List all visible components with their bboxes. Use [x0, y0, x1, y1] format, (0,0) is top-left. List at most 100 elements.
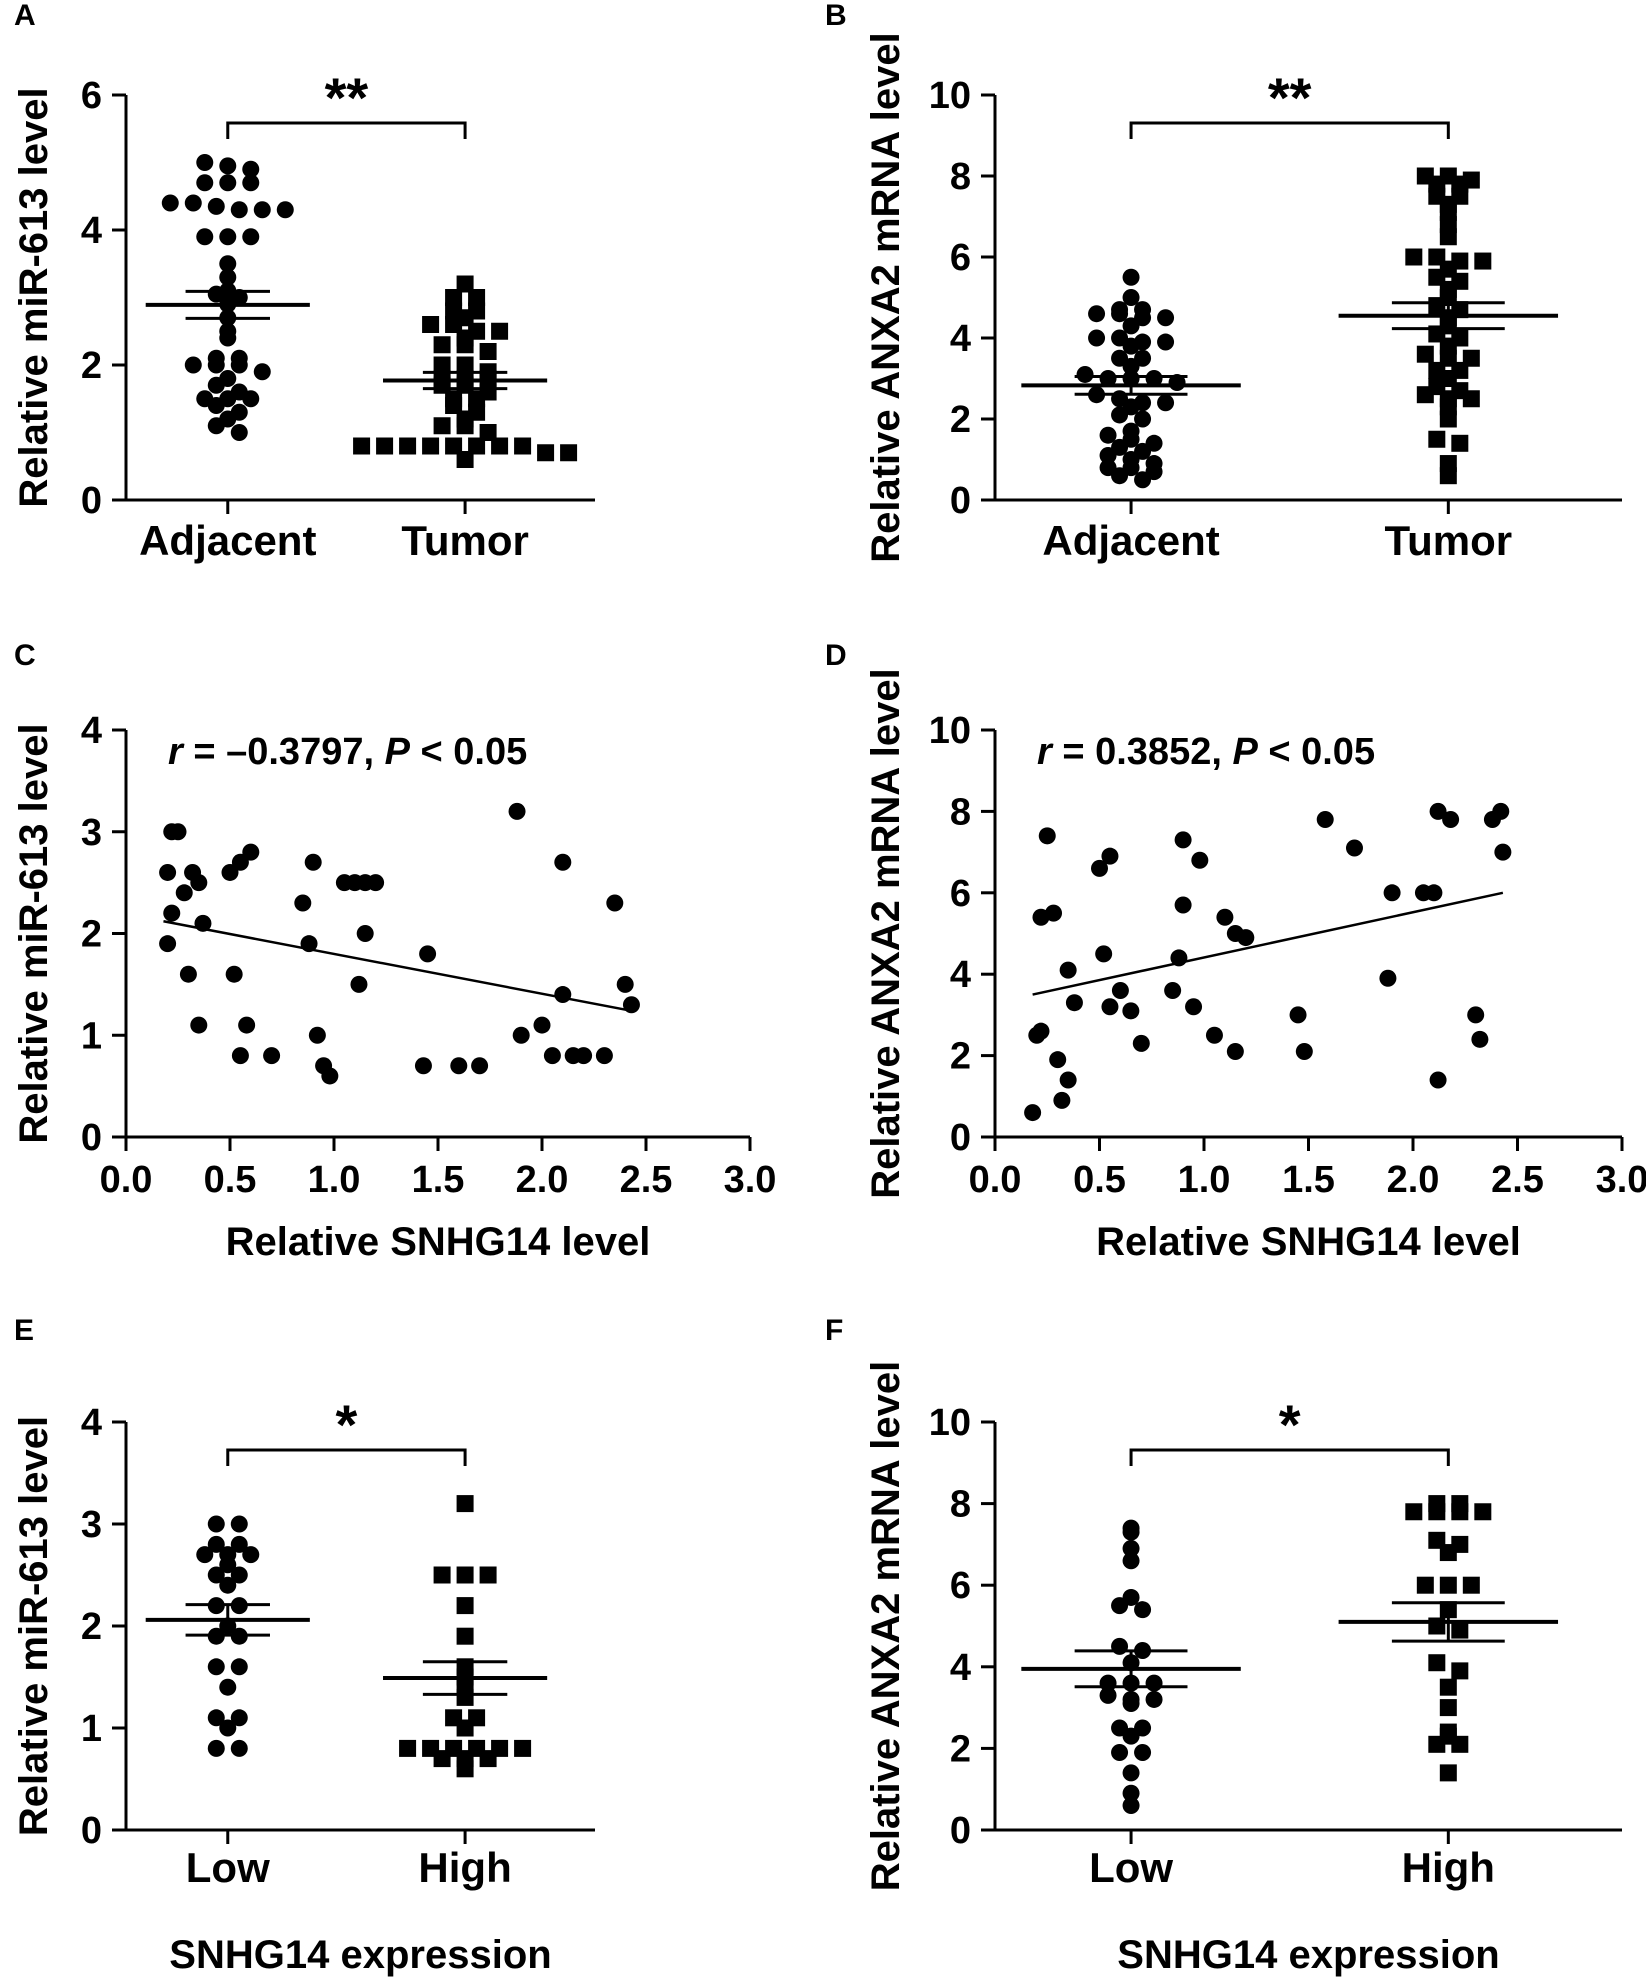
data-point — [456, 1627, 474, 1645]
data-point — [207, 1658, 225, 1676]
data-point — [1111, 1743, 1129, 1761]
category-label: Low — [186, 1844, 270, 1891]
data-point — [321, 1067, 339, 1085]
data-point — [575, 1047, 593, 1065]
y-tick-label: 1 — [81, 1015, 102, 1057]
data-point — [1122, 1552, 1140, 1570]
regression-line — [163, 920, 632, 1013]
data-point — [1111, 467, 1129, 485]
data-point — [184, 356, 202, 374]
y-tick-label: 2 — [81, 1606, 102, 1648]
data-point — [159, 935, 177, 953]
significance-marker: * — [1279, 1393, 1301, 1456]
data-point — [1345, 839, 1363, 857]
data-point — [221, 863, 239, 881]
data-point — [231, 853, 249, 871]
data-point — [1226, 1043, 1244, 1061]
data-point — [479, 370, 497, 387]
data-point — [253, 201, 271, 219]
data-point — [1405, 1503, 1423, 1521]
data-point — [263, 1047, 281, 1065]
data-point — [207, 197, 225, 215]
data-point — [399, 1739, 417, 1757]
data-point — [242, 228, 260, 246]
data-point — [1439, 1678, 1457, 1696]
data-point — [1157, 394, 1175, 412]
data-point — [219, 157, 237, 175]
data-point — [433, 1566, 451, 1584]
group-high: High — [383, 1495, 548, 1891]
x-tick-label: 2.5 — [620, 1159, 673, 1201]
y-tick-label: 0 — [950, 1810, 971, 1852]
data-point — [207, 1739, 225, 1757]
data-point — [1451, 1735, 1469, 1753]
data-point — [1122, 1523, 1140, 1541]
y-tick-label: 3 — [81, 1504, 102, 1546]
significance-marker: ** — [325, 66, 369, 129]
data-point — [468, 289, 486, 306]
data-point — [1439, 410, 1457, 428]
p-symbol: P — [1232, 731, 1258, 773]
y-tick-label: 6 — [950, 873, 971, 915]
data-point — [161, 194, 179, 212]
data-point — [1451, 434, 1469, 452]
data-point — [1122, 357, 1140, 375]
data-point — [514, 1739, 532, 1757]
p-symbol: P — [385, 731, 411, 773]
x-axis-label: SNHG14 expression — [169, 1933, 551, 1977]
data-point — [356, 925, 374, 942]
y-tick-label: 10 — [929, 75, 971, 117]
y-tick-label: 2 — [950, 1728, 971, 1770]
panel-letter: C — [14, 639, 36, 672]
y-tick-label: 0 — [950, 1117, 971, 1159]
y-axis-label: Relative miR-613 level — [12, 1416, 56, 1836]
data-point — [225, 965, 243, 983]
data-point — [242, 843, 260, 861]
group-tumor: Tumor — [353, 275, 578, 564]
panel-e: E 0 1 2 3 4 Relative miR-613 level Low High * SNHG… — [12, 1314, 595, 1977]
data-point — [1091, 859, 1108, 877]
data-point — [163, 904, 181, 922]
data-point — [294, 894, 312, 912]
data-point — [242, 1546, 260, 1564]
y-tick-label: 0 — [950, 480, 971, 522]
data-point — [508, 802, 526, 820]
data-point — [376, 437, 394, 455]
data-point — [1462, 390, 1480, 408]
data-point — [1122, 289, 1140, 306]
data-point — [207, 356, 225, 374]
correlation-annotation: r = 0.3852, P < 0.05 — [1037, 731, 1375, 773]
data-point — [304, 853, 322, 871]
data-point — [1416, 345, 1434, 363]
y-tick-label: 2 — [950, 1036, 971, 1078]
data-point — [1428, 1503, 1446, 1521]
data-point — [1451, 1503, 1469, 1521]
data-point — [456, 451, 474, 468]
data-point — [1111, 981, 1129, 999]
data-point — [419, 945, 437, 963]
data-point — [1429, 1071, 1447, 1089]
data-point — [445, 437, 463, 455]
data-point — [1289, 1006, 1307, 1024]
data-point — [207, 397, 225, 414]
data-point — [219, 1719, 237, 1737]
panel-b: B 0 2 4 6 8 10 Relative ANXA2 mRNA level Adjacen… — [825, 0, 1622, 564]
y-tick-label: 6 — [81, 75, 102, 117]
data-point — [308, 1026, 326, 1044]
y-tick-label: 3 — [81, 812, 102, 854]
data-point — [456, 1719, 474, 1737]
data-point — [1132, 1034, 1150, 1052]
data-point — [1492, 802, 1510, 820]
data-point — [456, 417, 474, 435]
data-point — [537, 444, 555, 462]
significance-bracket — [226, 121, 467, 139]
category-label: Tumor — [401, 517, 529, 564]
panel-a: A 0 2 4 6 Relative miR-613 level Adjacent Tumor… — [12, 0, 595, 564]
data-point — [1185, 998, 1203, 1016]
data-point — [207, 1709, 225, 1727]
data-point — [1101, 847, 1119, 865]
data-point — [479, 424, 497, 441]
data-point — [1122, 268, 1140, 286]
data-point — [1049, 1051, 1067, 1069]
data-point — [468, 437, 486, 455]
